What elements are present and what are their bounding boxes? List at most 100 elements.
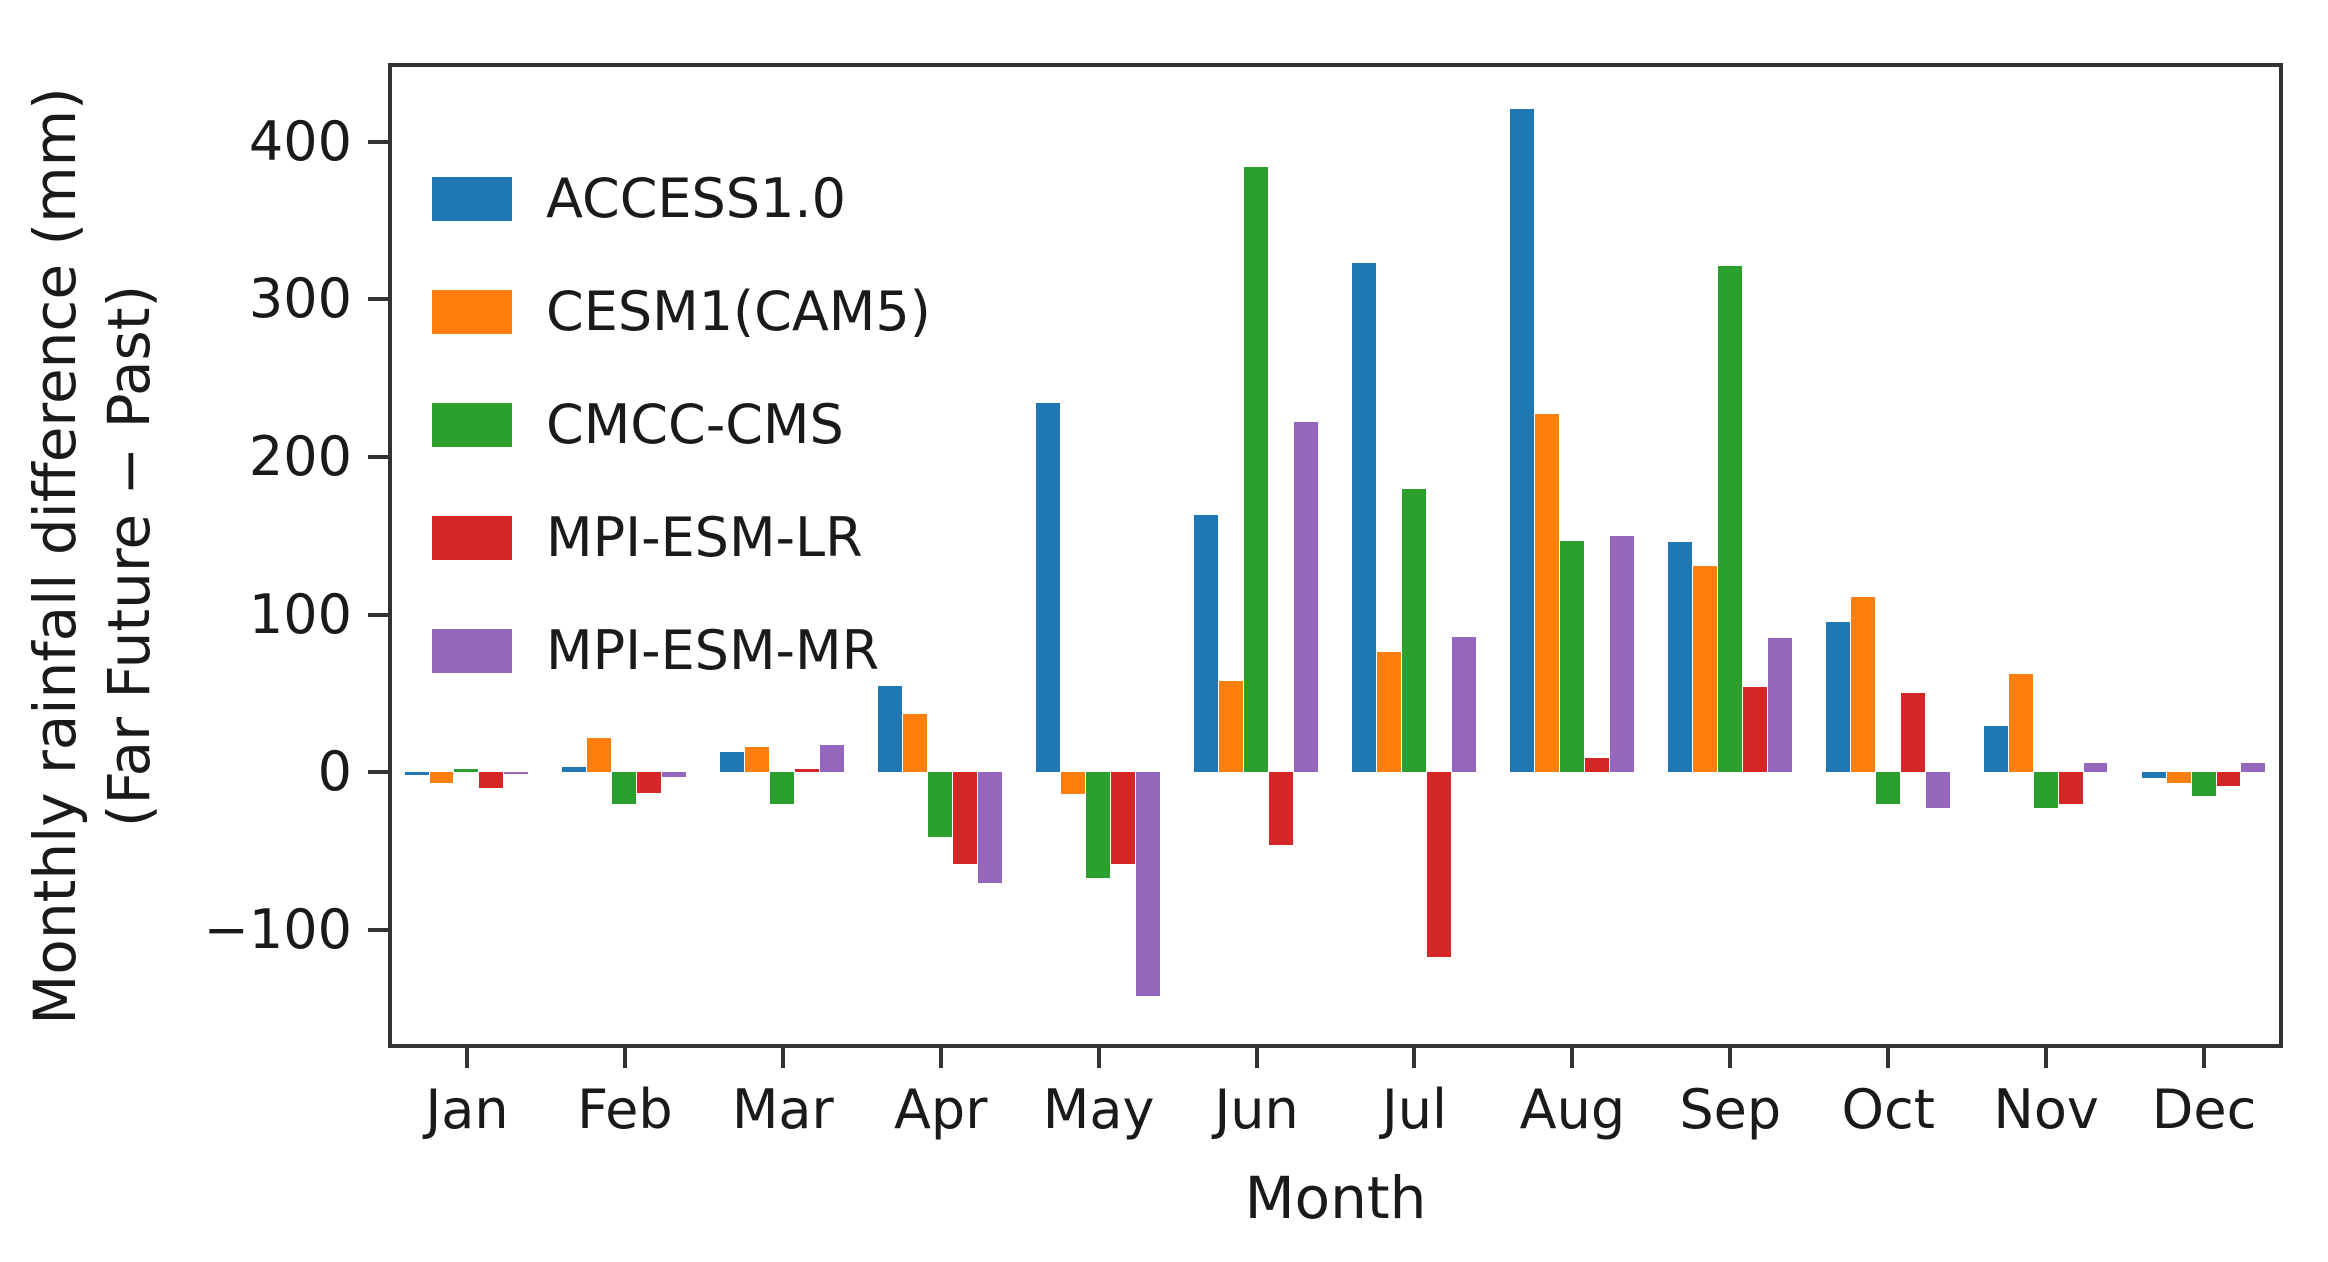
y-tick-label: 400 [248,109,352,173]
legend-label: MPI-ESM-MR [546,619,880,682]
legend-label: MPI-ESM-LR [546,506,863,569]
bar-MPI-ESM-LR-Feb [637,772,662,793]
bar-MPI-ESM-MR-Apr [978,772,1003,883]
legend-swatch [432,289,512,334]
bar-ACCESS1.0-Feb [562,767,587,773]
bar-CMCC-CMS-Sep [1717,266,1742,773]
bar-CESM1(CAM5)-Jun [1219,680,1244,773]
legend-label: CESM1(CAM5) [546,280,931,343]
bar-MPI-ESM-MR-Dec [2241,762,2266,773]
bar-MPI-ESM-MR-Jul [1451,636,1476,773]
bar-CMCC-CMS-Nov [2033,772,2058,809]
bar-MPI-ESM-MR-Oct [1925,772,1950,809]
x-tick-mark [1886,1048,1891,1068]
bar-CMCC-CMS-Dec [2191,772,2216,796]
bar-MPI-ESM-LR-Apr [953,772,978,864]
bar-CESM1(CAM5)-Aug [1534,414,1559,773]
legend-label: CMCC-CMS [546,393,844,456]
bar-CMCC-CMS-Jul [1401,488,1426,773]
x-tick-mark [938,1048,943,1068]
y-axis-label-line1: Monthly rainfall difference (mm) [21,86,89,1025]
legend-entry-CESM1(CAM5): CESM1(CAM5) [432,280,931,343]
bar-CESM1(CAM5)-Feb [587,737,612,773]
bar-ACCESS1.0-Dec [2141,772,2166,779]
legend-entry-CMCC-CMS: CMCC-CMS [432,393,931,456]
legend-entry-ACCESS1.0: ACCESS1.0 [432,167,931,230]
bar-ACCESS1.0-Apr [878,685,903,773]
bar-CMCC-CMS-Apr [928,772,953,837]
legend-entry-MPI-ESM-MR: MPI-ESM-MR [432,619,931,682]
bar-MPI-ESM-MR-Aug [1609,535,1634,773]
bar-CESM1(CAM5)-Jul [1377,652,1401,773]
legend-swatch [432,515,512,560]
y-tick-label: −100 [203,897,352,961]
legend: ACCESS1.0 CESM1(CAM5) CMCC-CMS MPI-ESM-LR MP… [432,167,931,682]
bar-CESM1(CAM5)-Jan [429,772,454,784]
bar-MPI-ESM-LR-Jan [479,772,504,788]
x-tick-label: Apr [893,1078,988,1141]
bar-ACCESS1.0-Aug [1509,108,1534,773]
x-tick-mark [1096,1048,1101,1068]
bar-ACCESS1.0-Jul [1352,263,1377,773]
x-axis-label: Month [1244,1164,1427,1232]
bar-MPI-ESM-MR-Jun [1293,422,1318,773]
x-tick-label: Jul [1381,1078,1448,1141]
x-tick-label: Mar [731,1078,834,1141]
x-tick-mark [1254,1048,1259,1068]
bar-CESM1(CAM5)-Nov [2008,674,2033,773]
y-axis-label: Monthly rainfall difference (mm) (Far Fu… [18,87,166,1024]
bar-MPI-ESM-MR-Sep [1767,638,1792,773]
y-tick-mark [368,770,388,775]
x-tick-label: Jan [425,1078,509,1141]
bar-MPI-ESM-LR-Mar [795,769,820,773]
bar-MPI-ESM-LR-Aug [1584,758,1609,773]
x-tick-mark [1728,1048,1733,1068]
x-tick-mark [1412,1048,1417,1068]
y-tick-label: 200 [248,425,352,488]
y-axis-label-line2: (Far Future − Past) [95,284,163,827]
plot-area [388,63,2283,1048]
bar-CESM1(CAM5)-Apr [903,713,928,773]
bar-CMCC-CMS-Feb [612,772,637,804]
y-tick-mark [368,139,388,144]
legend-swatch [432,402,512,447]
x-tick-label: May [1042,1078,1155,1141]
bar-CESM1(CAM5)-Sep [1692,565,1717,773]
bar-CMCC-CMS-Jan [454,769,479,773]
y-tick-mark [368,612,388,617]
bar-MPI-ESM-LR-Oct [1900,693,1925,773]
y-tick-mark [368,455,388,459]
x-tick-mark [464,1048,469,1068]
bar-CESM1(CAM5)-Mar [745,746,770,773]
x-tick-mark [2044,1048,2049,1068]
x-tick-mark [622,1048,627,1068]
bar-MPI-ESM-MR-May [1136,772,1160,996]
bar-MPI-ESM-LR-Jul [1426,772,1451,957]
x-tick-label: Nov [1993,1078,2099,1141]
bar-MPI-ESM-LR-Dec [2216,772,2241,787]
bar-MPI-ESM-MR-Mar [820,745,845,773]
x-tick-label: Aug [1519,1078,1626,1141]
x-tick-mark [780,1048,785,1068]
legend-entry-MPI-ESM-LR: MPI-ESM-LR [432,506,931,569]
x-tick-label: Dec [2151,1078,2257,1141]
x-tick-mark [1570,1048,1575,1068]
x-tick-label: Jun [1214,1078,1299,1141]
bar-ACCESS1.0-Oct [1825,622,1850,773]
bar-CESM1(CAM5)-Dec [2166,772,2191,784]
bar-ACCESS1.0-Nov [1983,726,2008,773]
bar-ACCESS1.0-May [1036,403,1061,773]
y-tick-label: 100 [248,582,352,646]
legend-label: ACCESS1.0 [546,167,846,230]
bar-CMCC-CMS-Jun [1244,167,1268,773]
bar-ACCESS1.0-Sep [1667,542,1692,773]
bar-ACCESS1.0-Mar [720,751,745,773]
bar-CMCC-CMS-Mar [770,772,795,804]
bar-CMCC-CMS-Aug [1559,540,1584,773]
y-tick-label: 300 [248,267,352,331]
y-tick-mark [368,297,388,302]
bar-CMCC-CMS-Oct [1875,772,1900,804]
y-tick-mark [368,927,388,932]
bar-MPI-ESM-LR-Nov [2058,772,2083,804]
